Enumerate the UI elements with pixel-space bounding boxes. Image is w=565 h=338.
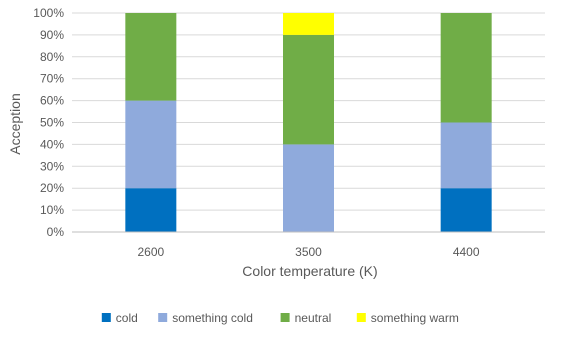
y-tick-label: 60% [40,94,64,108]
legend-swatch [356,313,366,322]
axes: 0% 10% 20% 30% 40% 50% 60% 70% 80% 90% 100% 2600 350… [33,6,545,259]
y-tick-label: 100% [33,6,64,20]
bar-segment [440,122,492,189]
y-axis-title: Acception [7,93,23,154]
legend-label: cold [116,311,138,325]
bar-segment [125,188,177,232]
bar-segment [283,13,334,35]
x-tick-label: 2600 [137,245,164,259]
bar-segment [125,100,177,189]
legend-swatch [101,313,111,322]
y-tick-label: 70% [40,72,64,86]
bar-segment [283,144,334,232]
legend-label: neutral [295,311,332,325]
legend-label: something warm [371,311,459,325]
legend-swatch [158,313,168,322]
legend: cold something cold neutral something warm [101,311,459,325]
y-tick-label: 50% [40,116,64,130]
x-axis-title: Color temperature (K) [242,263,377,279]
legend-swatch [280,313,290,322]
legend-label: something cold [172,311,253,325]
y-tick-label: 90% [40,28,64,42]
x-tick-label: 4400 [453,245,480,259]
bar-segment [283,34,334,145]
y-tick-label: 30% [40,159,64,173]
y-tick-label: 80% [40,50,64,64]
y-tick-label: 0% [47,225,65,239]
bar-segment [440,188,492,232]
bar-segment [125,13,177,101]
y-tick-label: 10% [40,203,64,217]
y-tick-label: 40% [40,137,64,151]
bar-segment [440,13,492,123]
bars [125,13,492,232]
y-tick-label: 20% [40,181,64,195]
x-tick-label: 3500 [295,245,322,259]
